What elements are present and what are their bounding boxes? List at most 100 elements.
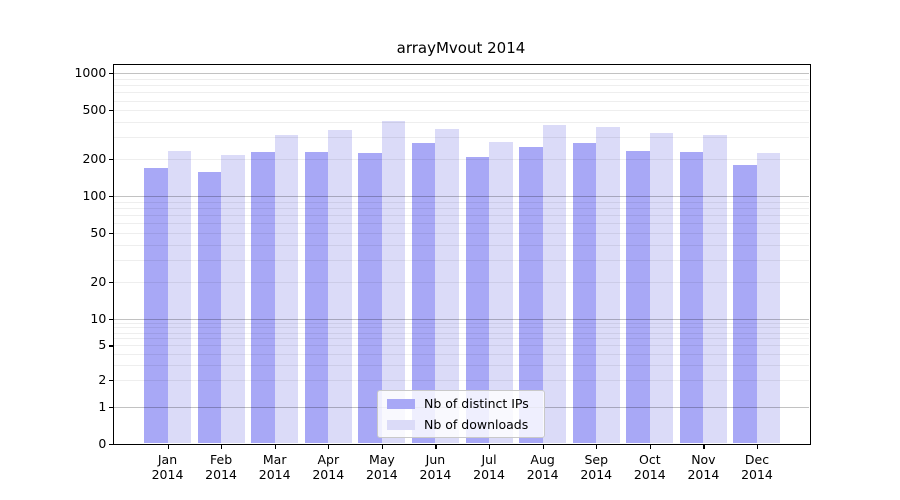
gridline-6 bbox=[113, 338, 809, 340]
bar-distinct-ips-oct bbox=[626, 150, 650, 444]
x-tick-feb bbox=[221, 444, 223, 449]
x-tick-nov bbox=[703, 444, 705, 449]
bar-distinct-ips-dec bbox=[733, 164, 757, 444]
gridline-8 bbox=[113, 327, 809, 329]
y-tick-label-500: 500 bbox=[82, 102, 107, 118]
x-tick-jan bbox=[167, 444, 169, 449]
x-tick-label-sep: Sep 2014 bbox=[580, 451, 613, 482]
gridline-600 bbox=[113, 100, 809, 102]
y-tick-100 bbox=[108, 196, 113, 198]
bar-downloads-may bbox=[381, 120, 406, 444]
gridline-500 bbox=[113, 110, 809, 112]
y-tick-1 bbox=[108, 406, 113, 408]
x-tick-jun bbox=[435, 444, 437, 449]
bar-downloads-mar bbox=[274, 135, 299, 444]
y-tick-label-5: 5 bbox=[98, 337, 107, 353]
bar-downloads-feb bbox=[221, 154, 245, 444]
y-tick-label-100: 100 bbox=[82, 188, 107, 203]
x-tick-label-jul: Jul 2014 bbox=[473, 451, 505, 482]
gridline-20 bbox=[113, 281, 809, 283]
gridline-200 bbox=[113, 159, 809, 161]
x-tick-oct bbox=[649, 444, 651, 449]
gridline-2 bbox=[113, 380, 809, 382]
y-tick-label-200: 200 bbox=[82, 151, 107, 167]
bar-distinct-ips-jun bbox=[411, 142, 436, 444]
bar-distinct-ips-sep bbox=[572, 143, 597, 444]
gridline-80 bbox=[113, 207, 809, 209]
x-tick-label-feb: Feb 2014 bbox=[205, 451, 237, 482]
x-tick-label-dec: Dec 2014 bbox=[741, 451, 773, 482]
legend-item-downloads: Nb of downloads bbox=[387, 416, 544, 433]
y-tick-2 bbox=[108, 380, 113, 382]
gridline-40 bbox=[113, 244, 809, 246]
gridline-700 bbox=[113, 92, 809, 94]
bar-distinct-ips-jan bbox=[144, 167, 168, 444]
x-tick-label-jan: Jan 2014 bbox=[151, 451, 184, 482]
bar-distinct-ips-may bbox=[358, 152, 382, 444]
bar-downloads-dec bbox=[756, 153, 781, 444]
x-tick-sep bbox=[596, 444, 598, 449]
x-tick-label-may: May 2014 bbox=[365, 451, 398, 482]
chart-title: arrayMvout 2014 bbox=[396, 39, 526, 57]
bar-downloads-oct bbox=[649, 133, 674, 444]
gridline-30 bbox=[113, 260, 809, 262]
gridline-90 bbox=[113, 201, 809, 203]
legend-label-distinct-ips: Nb of distinct IPs bbox=[424, 396, 529, 411]
gridline-60 bbox=[113, 223, 809, 225]
gridline-900 bbox=[113, 78, 809, 80]
bar-downloads-jul bbox=[489, 142, 513, 444]
x-tick-label-nov: Nov 2014 bbox=[687, 451, 720, 482]
bar-distinct-ips-jul bbox=[465, 157, 490, 444]
x-tick-label-aug: Aug 2014 bbox=[526, 451, 559, 482]
y-tick-500 bbox=[108, 110, 113, 112]
gridline-3 bbox=[113, 364, 809, 366]
y-tick-10 bbox=[108, 319, 113, 321]
bar-downloads-jan bbox=[167, 150, 191, 444]
y-tick-label-50: 50 bbox=[90, 225, 107, 241]
x-tick-dec bbox=[756, 444, 759, 449]
y-tick-1000 bbox=[108, 73, 113, 75]
gridline-9 bbox=[113, 323, 809, 324]
legend: Nb of distinct IPs Nb of downloads bbox=[377, 390, 545, 438]
x-tick-label-jun: Jun 2014 bbox=[419, 451, 452, 482]
bar-downloads-aug bbox=[542, 124, 567, 444]
gridline-7 bbox=[113, 332, 809, 334]
x-tick-label-oct: Oct 2014 bbox=[633, 451, 666, 482]
y-tick-20 bbox=[108, 281, 113, 284]
gridline-5 bbox=[113, 345, 809, 347]
legend-swatch-downloads bbox=[387, 419, 415, 430]
y-tick-label-1: 1 bbox=[98, 398, 107, 414]
x-tick-aug bbox=[542, 444, 544, 449]
y-tick-5 bbox=[108, 345, 113, 347]
y-tick-label-10: 10 bbox=[90, 311, 107, 326]
y-tick-200 bbox=[108, 159, 113, 161]
gridline-300 bbox=[113, 137, 809, 139]
gridline-100 bbox=[113, 196, 809, 197]
bar-downloads-jun bbox=[435, 128, 459, 444]
legend-item-distinct-ips: Nb of distinct IPs bbox=[387, 395, 544, 412]
x-tick-jul bbox=[489, 444, 491, 449]
y-tick-label-0: 0 bbox=[98, 435, 107, 451]
gridline-4 bbox=[113, 353, 809, 355]
gridline-50 bbox=[113, 233, 809, 235]
y-tick-label-2: 2 bbox=[98, 372, 107, 388]
bar-downloads-sep bbox=[596, 127, 620, 444]
legend-swatch-distinct-ips bbox=[387, 398, 415, 409]
y-tick-0 bbox=[108, 443, 113, 445]
bar-downloads-nov bbox=[703, 135, 727, 444]
y-tick-label-20: 20 bbox=[90, 273, 107, 289]
x-tick-label-apr: Apr 2014 bbox=[312, 451, 345, 482]
gridline-70 bbox=[113, 215, 809, 217]
bar-distinct-ips-nov bbox=[679, 152, 704, 444]
y-tick-50 bbox=[108, 233, 113, 235]
bar-downloads-apr bbox=[328, 130, 352, 444]
x-tick-apr bbox=[328, 444, 330, 449]
x-tick-label-mar: Mar 2014 bbox=[258, 451, 291, 482]
bar-distinct-ips-apr bbox=[304, 152, 329, 444]
x-tick-mar bbox=[274, 444, 276, 449]
bar-distinct-ips-aug bbox=[519, 146, 543, 444]
bar-distinct-ips-mar bbox=[251, 151, 275, 444]
y-tick-label-1000: 1000 bbox=[74, 65, 107, 81]
gridline-800 bbox=[113, 85, 809, 87]
